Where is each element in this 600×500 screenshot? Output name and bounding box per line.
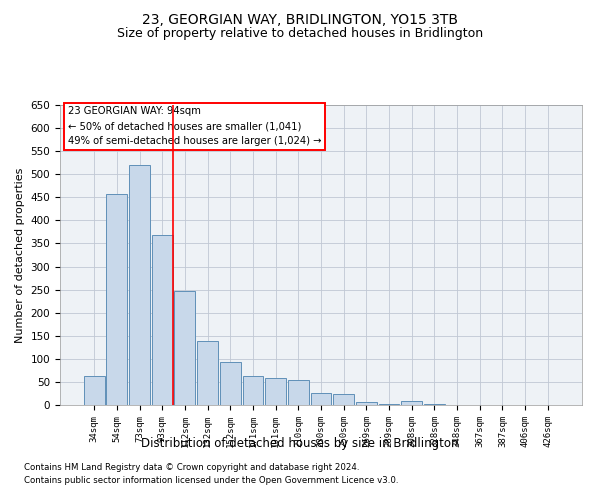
Bar [311, 394, 331, 405]
Bar [175, 292, 196, 405]
Bar [401, 401, 422, 405]
Bar [220, 362, 241, 405]
Bar [197, 342, 218, 405]
Text: Contains HM Land Registry data © Crown copyright and database right 2024.: Contains HM Land Registry data © Crown c… [24, 464, 359, 472]
Bar [379, 404, 400, 405]
Bar [129, 166, 150, 405]
Bar [288, 380, 309, 405]
Text: 23 GEORGIAN WAY: 94sqm
← 50% of detached houses are smaller (1,041)
49% of semi-: 23 GEORGIAN WAY: 94sqm ← 50% of detached… [68, 106, 322, 146]
Bar [84, 376, 104, 405]
Bar [356, 402, 377, 405]
Text: Contains public sector information licensed under the Open Government Licence v3: Contains public sector information licen… [24, 476, 398, 485]
Bar [242, 376, 263, 405]
Bar [265, 378, 286, 405]
Text: Size of property relative to detached houses in Bridlington: Size of property relative to detached ho… [117, 28, 483, 40]
Y-axis label: Number of detached properties: Number of detached properties [15, 168, 25, 342]
Bar [424, 404, 445, 405]
Text: 23, GEORGIAN WAY, BRIDLINGTON, YO15 3TB: 23, GEORGIAN WAY, BRIDLINGTON, YO15 3TB [142, 12, 458, 26]
Bar [333, 394, 354, 405]
Text: Distribution of detached houses by size in Bridlington: Distribution of detached houses by size … [141, 438, 459, 450]
Bar [106, 194, 127, 405]
Bar [152, 235, 173, 405]
